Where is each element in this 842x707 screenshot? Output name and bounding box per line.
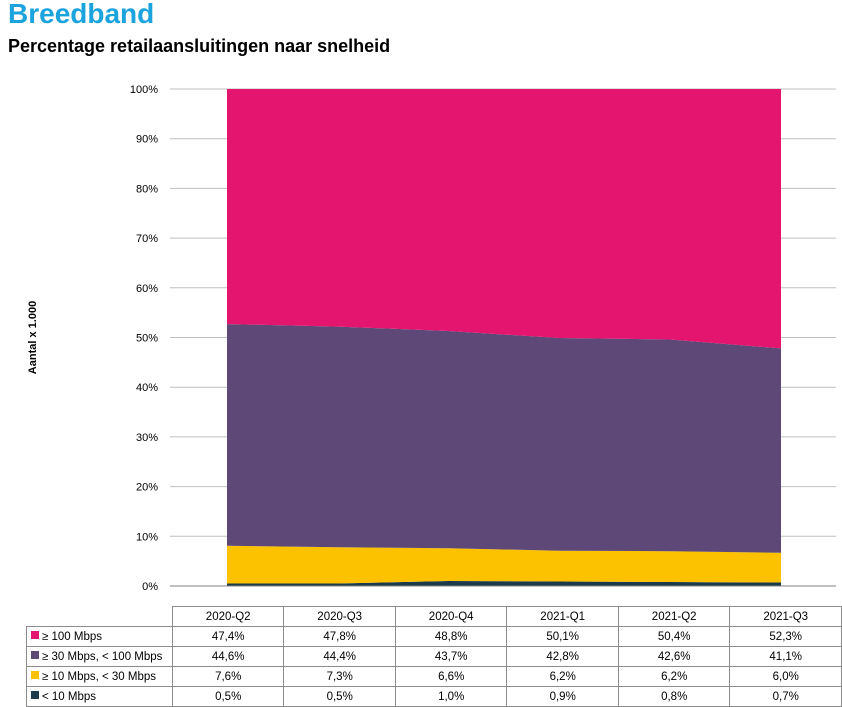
data-label: 44,4% — [283, 646, 396, 667]
x-tick-label: 2021-Q1 — [506, 606, 619, 627]
y-tick-label: 0% — [142, 581, 158, 593]
data-label: 42,8% — [506, 646, 619, 667]
page-title: Breedband — [8, 0, 155, 29]
data-label: 47,4% — [171, 626, 285, 647]
y-tick-label: 20% — [136, 482, 158, 494]
y-tick-label: 40% — [136, 382, 158, 394]
data-label: 6,2% — [617, 666, 731, 687]
y-tick-label: 70% — [136, 233, 158, 245]
x-tick-label: 2020-Q3 — [283, 606, 396, 627]
data-label: 42,6% — [617, 646, 731, 667]
y-tick-label: 50% — [136, 333, 158, 345]
y-tick-label: 60% — [136, 283, 158, 295]
legend-label: ≥ 100 Mbps — [42, 630, 103, 643]
stacked-area-chart: 0% 10% 20% 30% 40% 50% 60% 70% 80% 90% 100% Aantal … — [27, 84, 836, 593]
data-table: 2020-Q2 2020-Q3 2020-Q4 2021-Q1 2021-Q2 2021-… — [26, 606, 842, 707]
x-tick-label: 2020-Q2 — [171, 606, 285, 627]
area-series-0 — [227, 581, 781, 586]
data-label: 48,8% — [394, 626, 508, 647]
legend-swatch — [31, 671, 39, 680]
legend-entry: ≥ 30 Mbps, < 100 Mbps — [26, 646, 173, 667]
legend-label: ≥ 30 Mbps, < 100 Mbps — [42, 650, 163, 663]
x-tick-label: 2020-Q4 — [394, 606, 508, 627]
table-corner — [27, 607, 173, 627]
table-row: ≥ 100 Mbps 47,4% 47,8% 48,8% 50,1% 50,4% 52,3% — [26, 626, 842, 647]
y-axis-label: Aantal x 1.000 — [27, 301, 39, 374]
data-label: 6,2% — [506, 666, 619, 687]
y-tick-label: 10% — [136, 531, 158, 543]
legend-entry: ≥ 10 Mbps, < 30 Mbps — [26, 666, 173, 687]
y-tick-label: 80% — [136, 183, 158, 195]
data-label: 6,0% — [729, 666, 842, 687]
legend-swatch — [31, 631, 39, 640]
x-tick-label: 2021-Q3 — [729, 606, 842, 627]
data-label: 7,3% — [283, 666, 396, 687]
chart-subtitle: Percentage retailaansluitingen naar snel… — [8, 36, 391, 56]
data-label: 7,6% — [171, 666, 285, 687]
data-label: 6,6% — [394, 666, 508, 687]
area-series-2 — [227, 324, 781, 553]
y-tick-label: 30% — [136, 432, 158, 444]
x-tick-label: 2021-Q2 — [617, 606, 731, 627]
data-label: 50,1% — [506, 626, 619, 647]
legend-entry: ≥ 100 Mbps — [26, 626, 173, 647]
area-series-3 — [227, 89, 781, 349]
table-header-row: 2020-Q2 2020-Q3 2020-Q4 2021-Q1 2021-Q2 2021-… — [27, 606, 842, 627]
legend-swatch — [31, 651, 39, 660]
y-tick-label: 100% — [130, 84, 158, 96]
data-label: 50,4% — [617, 626, 731, 647]
y-tick-label: 90% — [136, 134, 158, 146]
data-label: 41,1% — [729, 646, 842, 667]
data-label: 47,8% — [283, 626, 396, 647]
data-label: 43,7% — [394, 646, 508, 667]
data-label: 52,3% — [729, 626, 842, 647]
table-row: ≥ 30 Mbps, < 100 Mbps 44,6% 44,4% 43,7% 42,8… — [26, 646, 842, 667]
legend-label: ≥ 10 Mbps, < 30 Mbps — [42, 670, 157, 683]
table-row: ≥ 10 Mbps, < 30 Mbps 7,6% 7,3% 6,6% 6,2% 6,2%… — [26, 666, 842, 687]
legend-swatch — [31, 691, 39, 700]
area-series-1 — [227, 545, 781, 584]
data-label: 44,6% — [171, 646, 285, 667]
